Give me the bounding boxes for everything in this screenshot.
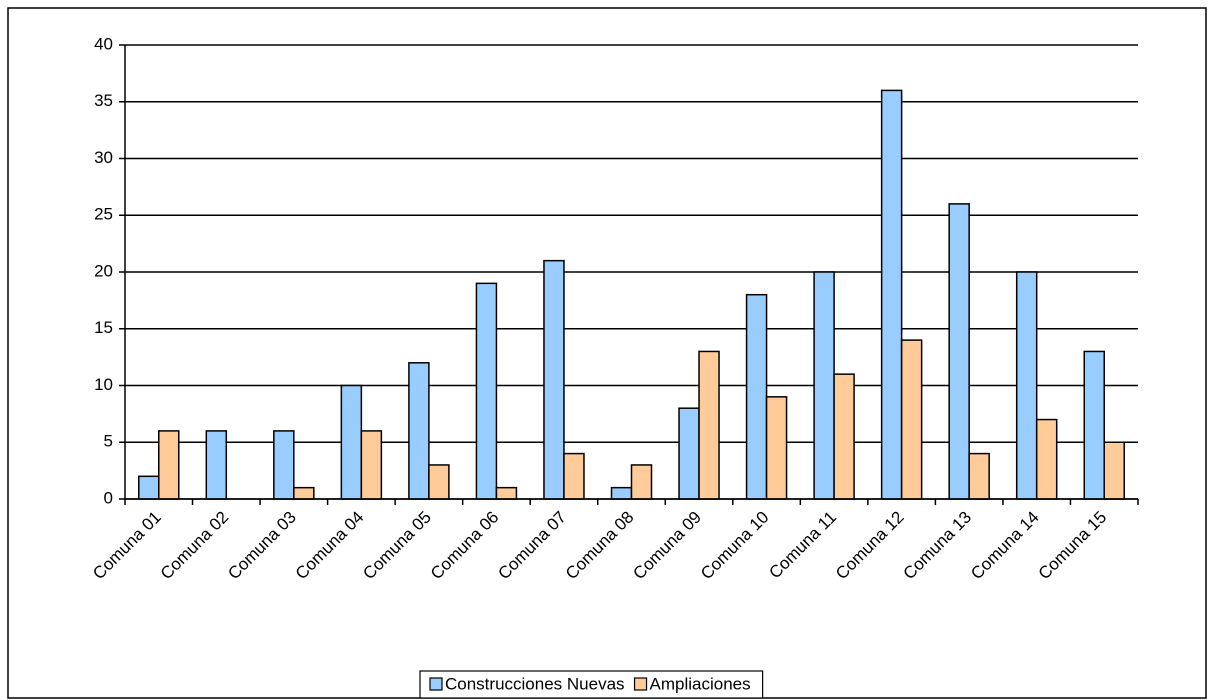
bar — [948, 203, 970, 500]
legend-swatch — [633, 677, 648, 691]
legend: Construcciones Nuevas Ampliaciones — [419, 670, 764, 699]
bar — [678, 407, 700, 500]
bar — [293, 486, 315, 500]
y-tick-label: 25 — [94, 205, 113, 224]
bar — [900, 339, 923, 500]
legend-swatch — [429, 677, 443, 691]
bar — [205, 430, 228, 500]
bar — [698, 350, 720, 500]
bar — [495, 486, 518, 500]
bar — [408, 362, 430, 500]
bar — [1015, 271, 1038, 500]
bar — [360, 430, 383, 500]
y-tick-label: 30 — [94, 148, 113, 167]
bar — [475, 282, 498, 500]
y-tick-label: 40 — [94, 34, 113, 53]
bar — [968, 452, 990, 500]
bar — [158, 430, 180, 500]
bar — [543, 259, 565, 500]
legend-label: Ampliaciones — [650, 674, 751, 693]
y-tick-label: 0 — [104, 488, 113, 507]
bar — [1103, 441, 1125, 500]
legend-label: Construcciones Nuevas — [445, 674, 625, 693]
bar — [813, 271, 835, 500]
bar — [273, 430, 295, 500]
bar — [1083, 350, 1105, 500]
bar — [563, 452, 585, 500]
bar — [765, 396, 788, 500]
y-tick-label: 20 — [94, 261, 113, 280]
bar — [880, 89, 903, 500]
bar — [833, 373, 855, 500]
y-tick-label: 35 — [94, 91, 113, 110]
bar — [1035, 418, 1058, 500]
y-tick-label: 5 — [104, 432, 113, 451]
bar — [428, 464, 450, 500]
y-tick-label: 10 — [94, 375, 113, 394]
y-tick-label: 15 — [94, 318, 113, 337]
bar — [630, 464, 653, 500]
legend-box — [419, 670, 764, 699]
bar — [610, 486, 633, 500]
bar — [745, 293, 768, 500]
chart-frame — [7, 7, 1207, 699]
bar — [340, 384, 363, 500]
bar — [138, 475, 160, 500]
